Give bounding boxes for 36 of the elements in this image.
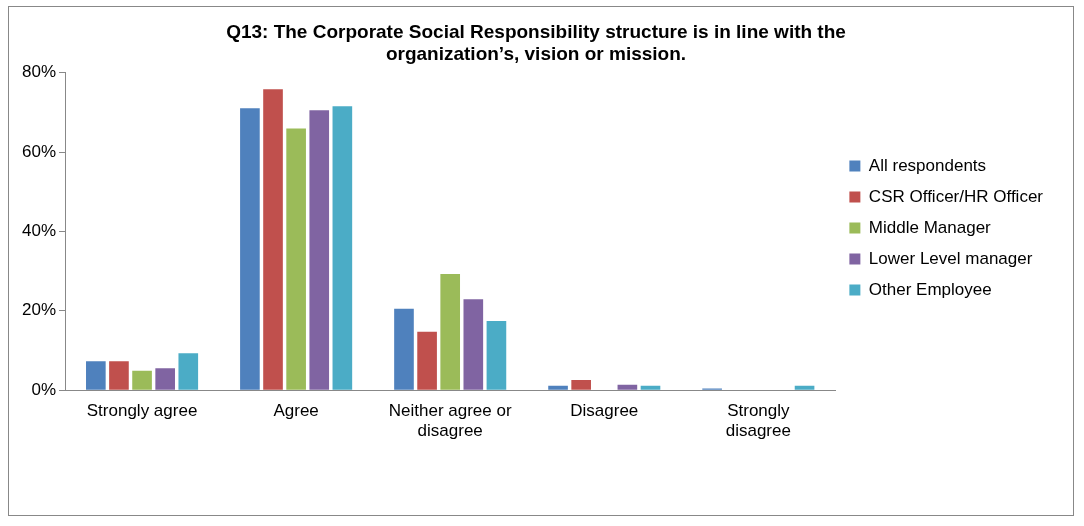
chart-title: Q13: The Corporate Social Responsibility structure is in line with the organization’s, vision or mission. — [226, 20, 846, 65]
y-tick-label: 40% — [21, 221, 57, 241]
x-tick-label: Disagree — [570, 401, 639, 421]
bar — [286, 128, 306, 390]
y-tick-label: 60% — [21, 141, 57, 161]
bar — [394, 308, 414, 390]
bar — [440, 273, 461, 390]
bar — [548, 385, 568, 390]
bar — [463, 299, 484, 390]
bar — [417, 331, 437, 390]
y-tick-label: 80% — [21, 62, 57, 82]
legend-label: All respondents — [868, 155, 987, 175]
bar — [86, 361, 106, 390]
bar — [794, 385, 815, 390]
legend-label: Middle Manager — [868, 217, 992, 237]
x-tick-label: Strongly disagree — [725, 401, 791, 441]
legend-label: CSR Officer/HR Officer — [868, 186, 1044, 206]
bar — [132, 370, 152, 390]
bar — [640, 385, 661, 390]
bar — [178, 353, 199, 390]
x-tick-label: Neither agree or disagree — [388, 401, 512, 441]
bar — [332, 106, 353, 390]
x-tick-label: Agree — [273, 401, 319, 421]
bar — [155, 368, 175, 390]
bar — [571, 379, 591, 390]
y-tick-label: 20% — [21, 300, 57, 320]
bar — [486, 321, 507, 390]
legend-label: Other Employee — [868, 279, 992, 299]
bar — [109, 361, 129, 390]
bar — [617, 384, 638, 390]
bar — [263, 89, 283, 390]
y-tick-label: 0% — [31, 379, 57, 399]
bar — [309, 110, 330, 390]
bar — [240, 108, 260, 390]
x-tick-label: Strongly agree — [86, 401, 198, 421]
legend-label: Lower Level manager — [868, 248, 1033, 268]
